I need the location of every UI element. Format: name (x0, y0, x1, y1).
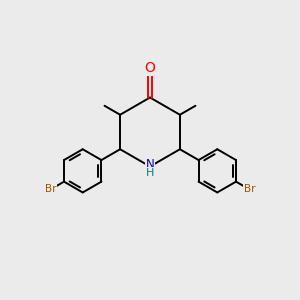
Text: Br: Br (45, 184, 56, 194)
Text: O: O (145, 61, 155, 75)
Text: H: H (146, 167, 154, 178)
Text: N: N (146, 158, 154, 171)
Text: Br: Br (244, 184, 255, 194)
